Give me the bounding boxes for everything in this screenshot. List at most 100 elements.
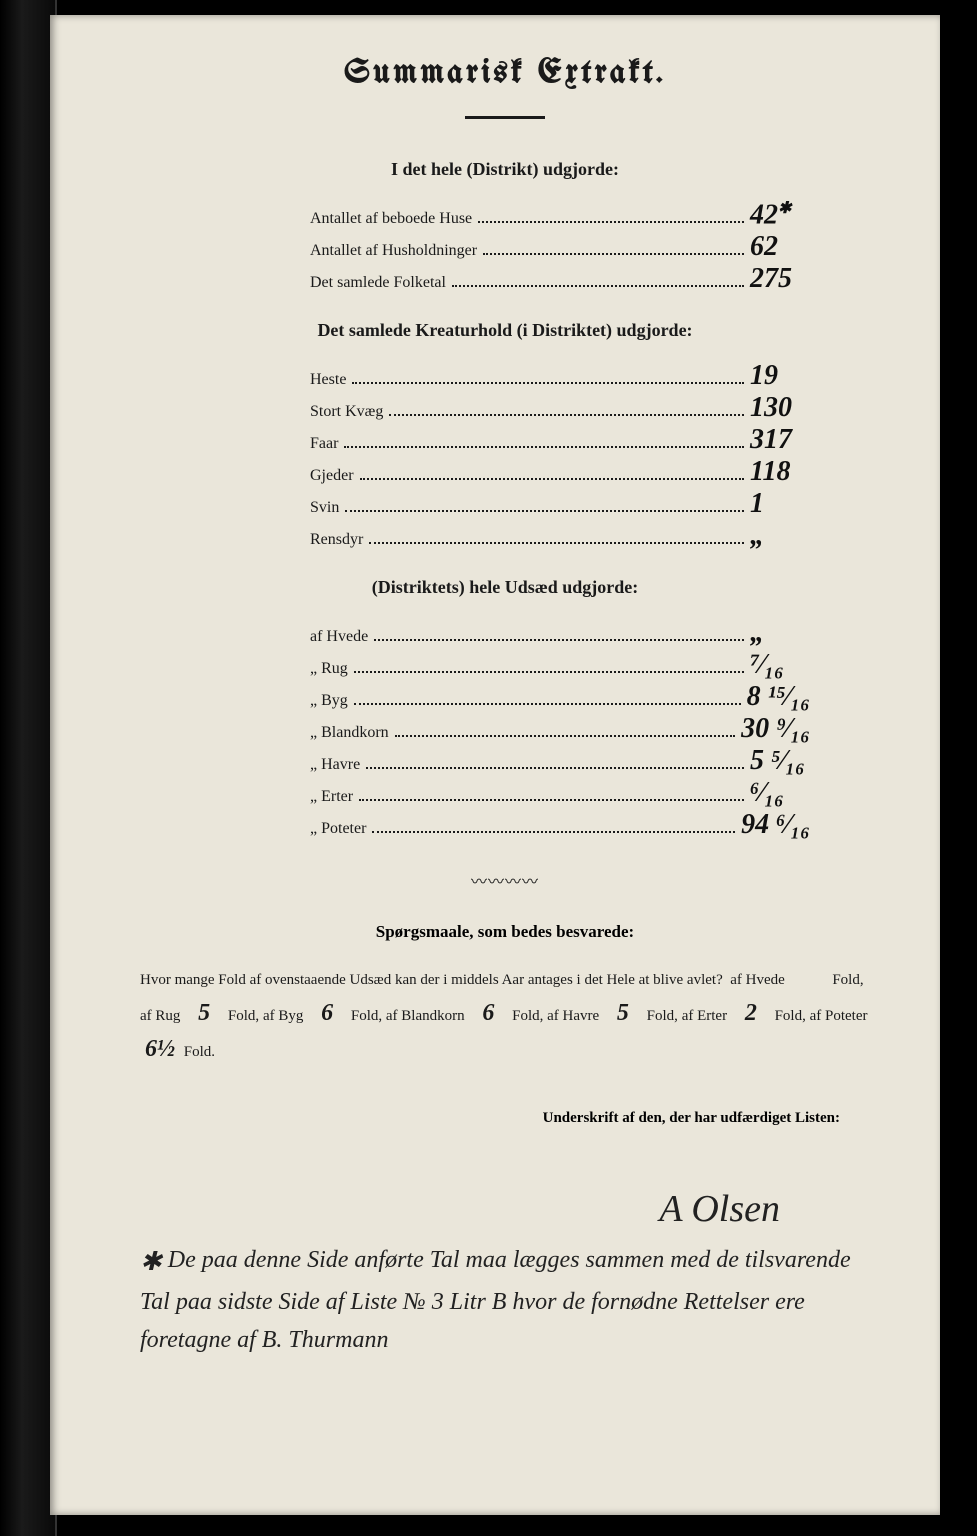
row-potatoes: „ Poteter 94 ⁶⁄₁₆ bbox=[310, 812, 810, 838]
footnote: ✱ De paa denne Side anførte Tal maa lægg… bbox=[140, 1241, 860, 1359]
section-divider: 〰〰〰〰 bbox=[435, 868, 575, 892]
leader-dots bbox=[374, 638, 744, 641]
row-oats: „ Havre 5 ⁵⁄₁₆ bbox=[310, 748, 810, 774]
q-potatoes-value: 6½ bbox=[140, 1037, 180, 1062]
signature-name: A Olsen bbox=[130, 1187, 780, 1231]
label: Heste bbox=[310, 371, 346, 389]
leader-dots bbox=[483, 252, 744, 255]
leader-dots bbox=[354, 702, 741, 705]
value: „ bbox=[750, 620, 810, 645]
q-barley-label: af Byg bbox=[263, 1008, 303, 1024]
footnote-text: De paa denne Side anførte Tal maa lægges… bbox=[140, 1247, 851, 1353]
row-horses: Heste 19 bbox=[310, 363, 810, 389]
leader-dots bbox=[452, 284, 744, 287]
q-wheat-value bbox=[789, 983, 829, 984]
leader-dots bbox=[478, 220, 744, 223]
leader-dots bbox=[372, 830, 735, 833]
leader-dots bbox=[352, 381, 744, 384]
row-population: Det samlede Folketal 275 bbox=[310, 266, 810, 292]
footnote-marker: ✱ bbox=[140, 1247, 162, 1276]
value: 8 ¹⁵⁄₁₆ bbox=[747, 684, 810, 709]
signature-label: Underskrift af den, der har udfærdiget L… bbox=[130, 1110, 840, 1127]
q-peas-value: 2 bbox=[731, 1001, 771, 1026]
value: ⁷⁄₁₆ bbox=[750, 652, 810, 677]
q-barley-value: 6 bbox=[307, 1001, 347, 1026]
value: 275 bbox=[750, 266, 810, 291]
value: 5 ⁵⁄₁₆ bbox=[750, 748, 810, 773]
row-pigs: Svin 1 bbox=[310, 491, 810, 517]
label: Rensdyr bbox=[310, 531, 363, 549]
label: „ Blandkorn bbox=[310, 724, 389, 742]
label: Gjeder bbox=[310, 467, 354, 485]
q-barley-unit: Fold, bbox=[351, 1008, 382, 1024]
book-binding bbox=[0, 0, 57, 1536]
q-wheat-unit: Fold, bbox=[832, 972, 863, 988]
leader-dots bbox=[354, 670, 744, 673]
questions-intro: Hvor mange Fold af ovenstaaende Udsæd ka… bbox=[140, 972, 723, 988]
leader-dots bbox=[344, 445, 744, 448]
row-sheep: Faar 317 bbox=[310, 427, 810, 453]
value: 30 ⁹⁄₁₆ bbox=[741, 716, 810, 741]
section2-heading: Det samlede Kreaturhold (i Distriktet) u… bbox=[130, 320, 880, 341]
value: ⁶⁄₁₆ bbox=[750, 780, 810, 805]
row-barley: „ Byg 8 ¹⁵⁄₁₆ bbox=[310, 684, 810, 710]
label: Faar bbox=[310, 435, 338, 453]
label: af Hvede bbox=[310, 628, 368, 646]
row-cattle: Stort Kvæg 130 bbox=[310, 395, 810, 421]
q-mixed-unit: Fold, bbox=[512, 1008, 543, 1024]
q-rye-value: 5 bbox=[184, 1001, 224, 1026]
value: 62 bbox=[750, 234, 810, 259]
row-mixedgrain: „ Blandkorn 30 ⁹⁄₁₆ bbox=[310, 716, 810, 742]
leader-dots bbox=[389, 413, 744, 416]
leader-dots bbox=[345, 509, 744, 512]
q-peas-label: af Erter bbox=[682, 1008, 727, 1024]
q-potatoes-label: af Poteter bbox=[810, 1008, 868, 1024]
label: „ Havre bbox=[310, 756, 360, 774]
value: 94 ⁶⁄₁₆ bbox=[741, 812, 810, 837]
section1-heading: I det hele (Distrikt) udgjorde: bbox=[130, 159, 880, 180]
questions-paragraph: Hvor mange Fold af ovenstaaende Udsæd ka… bbox=[140, 962, 870, 1070]
title-underline bbox=[465, 116, 545, 119]
value: 42✱ bbox=[750, 202, 810, 228]
value: 130 bbox=[750, 395, 810, 420]
q-mixed-value: 6 bbox=[468, 1001, 508, 1026]
label: „ Erter bbox=[310, 788, 353, 806]
leader-dots bbox=[395, 734, 735, 737]
label: „ Rug bbox=[310, 660, 348, 678]
q-oats-value: 5 bbox=[603, 1001, 643, 1026]
label: Stort Kvæg bbox=[310, 403, 383, 421]
q-potatoes-unit: Fold. bbox=[184, 1044, 215, 1060]
value: 1 bbox=[750, 491, 810, 516]
label: Svin bbox=[310, 499, 339, 517]
questions-heading: Spørgsmaale, som bedes besvarede: bbox=[130, 922, 880, 942]
label: „ Byg bbox=[310, 692, 348, 710]
leader-dots bbox=[359, 798, 744, 801]
page-title: Summarisk Extrakt. bbox=[130, 55, 880, 91]
leader-dots bbox=[366, 766, 744, 769]
document-page: Summarisk Extrakt. I det hele (Distrikt)… bbox=[50, 15, 940, 1515]
value: 118 bbox=[750, 459, 810, 484]
row-houses: Antallet af beboede Huse 42✱ bbox=[310, 202, 810, 228]
value: 317 bbox=[750, 427, 810, 452]
q-rye-unit: Fold, bbox=[228, 1008, 259, 1024]
q-peas-unit: Fold, bbox=[775, 1008, 806, 1024]
q-oats-unit: Fold, bbox=[647, 1008, 678, 1024]
value: „ bbox=[750, 523, 810, 548]
label: Antallet af Husholdninger bbox=[310, 242, 477, 260]
q-rye-label: af Rug bbox=[140, 1008, 180, 1024]
row-goats: Gjeder 118 bbox=[310, 459, 810, 485]
row-rye: „ Rug ⁷⁄₁₆ bbox=[310, 652, 810, 678]
leader-dots bbox=[369, 541, 744, 544]
leader-dots bbox=[360, 477, 744, 480]
q-oats-label: af Havre bbox=[547, 1008, 599, 1024]
value: 19 bbox=[750, 363, 810, 388]
label: Det samlede Folketal bbox=[310, 274, 446, 292]
row-households: Antallet af Husholdninger 62 bbox=[310, 234, 810, 260]
row-wheat: af Hvede „ bbox=[310, 620, 810, 646]
label: „ Poteter bbox=[310, 820, 366, 838]
q-mixed-label: af Blandkorn bbox=[386, 1008, 465, 1024]
section3-heading: (Distriktets) hele Udsæd udgjorde: bbox=[130, 577, 880, 598]
label: Antallet af beboede Huse bbox=[310, 210, 472, 228]
q-wheat-label: af Hvede bbox=[730, 972, 785, 988]
row-peas: „ Erter ⁶⁄₁₆ bbox=[310, 780, 810, 806]
